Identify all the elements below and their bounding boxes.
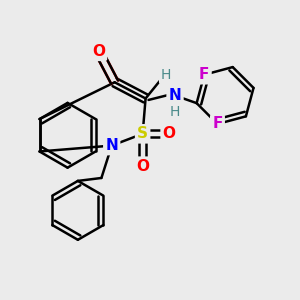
Text: O: O bbox=[136, 159, 149, 174]
Text: N: N bbox=[169, 88, 182, 103]
Text: S: S bbox=[137, 126, 148, 141]
Text: F: F bbox=[199, 67, 209, 82]
Text: N: N bbox=[105, 138, 118, 153]
Text: H: H bbox=[170, 105, 180, 119]
Text: O: O bbox=[92, 44, 105, 59]
Text: H: H bbox=[161, 68, 171, 82]
Text: F: F bbox=[212, 116, 223, 131]
Text: O: O bbox=[163, 126, 176, 141]
